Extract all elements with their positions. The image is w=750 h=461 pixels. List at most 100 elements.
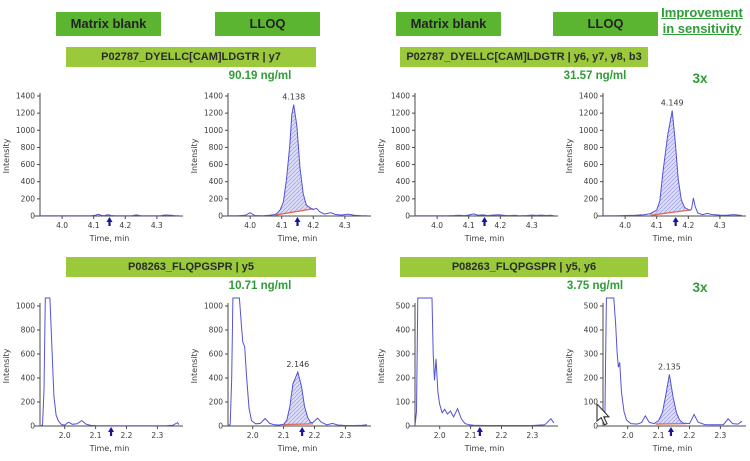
y-axis-title: Intensity	[190, 348, 199, 383]
improvement-line1: Improvement	[661, 5, 743, 20]
trace-line	[40, 213, 180, 217]
x-tick-label: 4.1	[463, 221, 475, 230]
y-tick-label: 0	[218, 212, 223, 221]
x-tick-label: 2.3	[714, 431, 726, 440]
x-tick-label: 2.2	[308, 431, 320, 440]
y-tick-label: 500	[583, 302, 598, 311]
chart-r2-matrix-blank-left: 0 200 400 600 800 1000 Intensity 2.0 2.1 2.2 2.3 Ti…	[0, 296, 188, 461]
peak-rt-label: 4.138	[282, 93, 305, 102]
trace-line	[227, 297, 367, 427]
x-tick-label: 2.0	[434, 431, 446, 440]
y-tick-label: 200	[583, 374, 598, 383]
lloq-concentration-row2-left: 10.71 ng/ml	[228, 280, 292, 292]
chart-r2-matrix-blank-right: 0 100 200 300 400 500 Intensity 2.0 2.1 2.2 2.3 Tim…	[375, 296, 563, 461]
y-tick-label: 1200	[578, 109, 597, 118]
y-tick-label: 0	[405, 212, 410, 221]
trace-line	[227, 104, 367, 217]
y-tick-label: 0	[593, 212, 598, 221]
y-tick-label: 600	[21, 350, 36, 359]
peptide-bar-p02787-y7: P02787_DYELLC[CAM]LDGTR | y7	[66, 47, 316, 67]
improvement-factor-row1: 3x	[692, 71, 708, 86]
y-axis-title: Intensity	[565, 348, 574, 383]
x-tick-label: 4.3	[151, 221, 163, 230]
trace-line	[602, 297, 742, 426]
rt-arrow-marker	[476, 427, 483, 436]
x-tick-label: 2.1	[277, 431, 289, 440]
y-tick-label: 200	[208, 194, 223, 203]
x-axis-title: Time, min	[651, 444, 692, 453]
rt-arrow-marker	[672, 217, 679, 226]
y-tick-label: 800	[208, 326, 223, 335]
x-tick-label: 2.1	[90, 431, 102, 440]
x-tick-label: 4.1	[88, 221, 100, 230]
y-tick-label: 1200	[391, 109, 410, 118]
x-tick-label: 4.3	[526, 221, 538, 230]
y-tick-label: 600	[208, 350, 223, 359]
x-tick-label: 4.0	[244, 221, 256, 230]
lloq-concentration-row1-right: 31.57 ng/ml	[563, 70, 627, 82]
y-tick-label: 1000	[578, 126, 597, 135]
chart-r1-matrix-blank-right: 0 200 400 600 800 1000 1200 1400 Intensity 4.0 4.1…	[375, 86, 563, 251]
lloq-button-right: LLOQ	[553, 12, 658, 36]
peptide-bar-p08263-y5y6: P08263_FLQPGSPR | y5, y6	[400, 257, 648, 277]
y-tick-label: 1000	[391, 126, 410, 135]
y-tick-label: 600	[396, 160, 411, 169]
y-tick-label: 500	[396, 302, 411, 311]
y-tick-label: 300	[396, 350, 411, 359]
y-tick-label: 800	[396, 143, 411, 152]
rt-arrow-marker	[481, 217, 488, 226]
chart-r1-lloq-left: 0 200 400 600 800 1000 1200 1400 Intensity 4.0 4.1…	[188, 86, 376, 251]
y-tick-label: 1200	[203, 109, 222, 118]
rt-arrow-marker	[294, 217, 300, 226]
y-tick-label: 600	[21, 160, 36, 169]
rt-arrow-marker	[106, 217, 113, 226]
x-tick-label: 2.1	[465, 431, 477, 440]
y-tick-label: 1200	[16, 109, 35, 118]
rt-arrow-marker	[108, 427, 115, 436]
chart-r2-lloq-right: 0 100 200 300 400 500 Intensity 2.0 2.1 2.2 2.3 Tim…	[563, 296, 750, 461]
y-tick-label: 100	[396, 398, 411, 407]
y-tick-label: 1400	[391, 92, 410, 101]
y-tick-label: 200	[583, 194, 598, 203]
x-axis-title: Time, min	[464, 234, 505, 243]
improvement-line2: in sensitivity	[662, 21, 742, 36]
y-axis-title: Intensity	[377, 348, 386, 383]
x-tick-label: 2.2	[683, 431, 695, 440]
y-tick-label: 1400	[578, 92, 597, 101]
y-tick-label: 200	[396, 374, 411, 383]
integration-baseline	[273, 208, 313, 216]
trace-line	[414, 213, 555, 217]
y-tick-label: 800	[208, 143, 223, 152]
x-tick-label: 2.1	[652, 431, 664, 440]
peptide-bar-p08263-y5: P08263_FLQPGSPR | y5	[66, 257, 316, 277]
y-axis-title: Intensity	[377, 138, 386, 173]
trace-line	[602, 110, 742, 217]
chart-r1-matrix-blank-left: 0 200 400 600 800 1000 1200 1400 Intensity 4.0 4.1…	[0, 86, 188, 251]
lloq-concentration-row1-left: 90.19 ng/ml	[228, 70, 292, 82]
y-axis-title: Intensity	[2, 348, 11, 383]
x-tick-label: 4.3	[338, 221, 350, 230]
y-tick-label: 200	[208, 398, 223, 407]
peak-rt-label: 4.149	[660, 99, 683, 108]
y-tick-label: 0	[593, 422, 598, 431]
trace-line	[39, 297, 180, 427]
y-tick-label: 1000	[16, 302, 35, 311]
y-tick-label: 1000	[203, 302, 222, 311]
peak-fill	[649, 110, 690, 216]
lloq-concentration-row2-right: 3.75 ng/ml	[566, 280, 624, 292]
integration-baseline	[283, 423, 313, 426]
y-tick-label: 1000	[203, 126, 222, 135]
y-tick-label: 0	[30, 212, 35, 221]
peak-fill	[655, 374, 686, 425]
rt-arrow-marker	[667, 427, 674, 436]
y-tick-label: 400	[583, 177, 598, 186]
y-axis-title: Intensity	[2, 138, 11, 173]
y-tick-label: 800	[21, 143, 36, 152]
y-tick-label: 1400	[203, 92, 222, 101]
y-tick-label: 0	[405, 422, 410, 431]
improvement-factor-row2: 3x	[692, 280, 708, 295]
y-tick-label: 100	[583, 398, 598, 407]
y-tick-label: 800	[583, 143, 598, 152]
x-tick-label: 4.1	[650, 221, 662, 230]
